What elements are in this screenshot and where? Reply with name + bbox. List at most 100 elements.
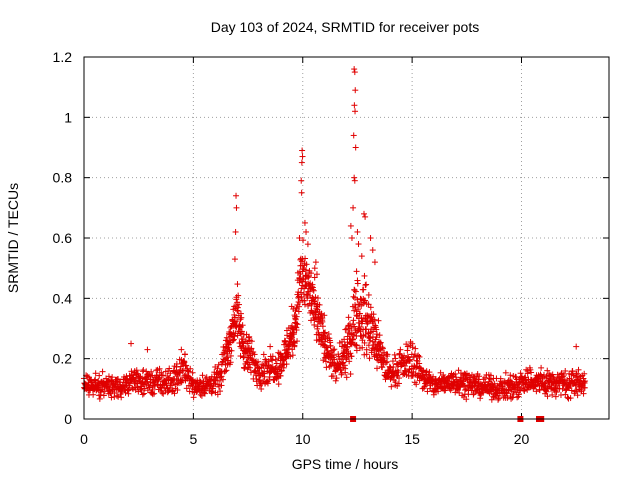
data-point: [311, 274, 318, 281]
data-point: [460, 382, 467, 389]
data-point: [273, 360, 280, 367]
data-point: [117, 379, 124, 386]
data-point: [183, 362, 190, 369]
data-point: [314, 295, 321, 302]
data-point: [379, 344, 386, 351]
data-point: [269, 357, 276, 364]
data-point: [581, 370, 588, 377]
data-point: [410, 353, 417, 360]
data-point: [495, 395, 502, 402]
data-point: [352, 301, 359, 308]
data-point: [387, 364, 394, 371]
data-point: [256, 376, 263, 383]
data-point: [475, 379, 482, 386]
data-point: [247, 369, 254, 376]
data-point: [369, 247, 376, 254]
data-point: [233, 204, 240, 211]
data-point: [223, 334, 230, 341]
data-point: [341, 336, 348, 343]
data-point: [264, 380, 271, 387]
data-point: [108, 394, 115, 401]
data-point: [171, 390, 178, 397]
data-point: [235, 308, 242, 315]
y-tick-label: 0.6: [53, 230, 73, 246]
data-point: [301, 219, 308, 226]
data-point: [298, 177, 305, 184]
data-point: [575, 366, 582, 373]
data-point: [343, 354, 350, 361]
data-point: [296, 235, 303, 241]
data-point: [522, 374, 529, 381]
data-point: [354, 228, 361, 235]
data-point: [323, 344, 330, 351]
data-point: [251, 368, 258, 375]
data-point: [382, 359, 389, 366]
data-point: [96, 395, 103, 402]
data-point: [322, 358, 329, 365]
data-point: [300, 237, 307, 244]
data-point: [187, 365, 194, 372]
data-point: [384, 351, 391, 358]
data-point: [269, 353, 276, 360]
data-point: [346, 358, 353, 365]
data-point: [582, 378, 589, 385]
data-point: [544, 383, 551, 390]
data-point: [462, 387, 469, 394]
data-point: [533, 388, 540, 395]
data-point: [409, 340, 416, 347]
data-point: [416, 360, 423, 367]
data-point: [231, 256, 238, 263]
data-point: [311, 265, 318, 272]
data-point: [327, 342, 334, 349]
data-point: [214, 391, 221, 398]
data-point: [344, 344, 351, 351]
data-point: [296, 303, 303, 310]
data-point: [189, 369, 196, 376]
y-tick-label: 0: [64, 411, 72, 427]
data-point: [514, 384, 521, 391]
data-point: [580, 378, 587, 385]
data-point: [515, 383, 522, 390]
data-point: [293, 327, 300, 334]
data-point: [149, 391, 156, 398]
data-point: [379, 345, 386, 352]
data-point: [352, 288, 359, 295]
data-point: [178, 346, 185, 353]
data-point: [549, 391, 556, 398]
data-point: [215, 361, 222, 368]
data-point: [100, 392, 107, 399]
data-point: [234, 307, 241, 314]
data-point: [330, 347, 337, 354]
data-point: [90, 391, 97, 398]
data-point: [236, 323, 243, 330]
data-point: [376, 332, 383, 339]
data-point: [135, 370, 142, 377]
data-point: [463, 396, 470, 403]
data-point: [230, 306, 237, 313]
data-point: [325, 331, 332, 338]
data-point: [358, 302, 365, 309]
data-point: [303, 228, 310, 235]
data-point: [115, 376, 122, 383]
data-point: [214, 365, 221, 372]
data-point: [361, 272, 368, 279]
y-tick-label: 0.8: [53, 170, 73, 186]
data-point: [249, 356, 256, 363]
data-point: [528, 369, 535, 376]
y-tick-label: 1.2: [53, 49, 73, 65]
data-point: [569, 368, 576, 375]
data-point: [266, 373, 273, 380]
data-point: [235, 292, 242, 299]
data-point: [379, 364, 386, 371]
data-point: [552, 393, 559, 400]
data-point: [373, 326, 380, 333]
data-point: [258, 385, 265, 392]
data-point: [360, 286, 367, 293]
data-point: [220, 343, 227, 350]
data-point: [237, 353, 244, 360]
data-point: [544, 393, 551, 400]
data-point: [148, 368, 155, 375]
data-point: [333, 375, 340, 382]
data-point: [402, 368, 409, 375]
data-point: [480, 376, 487, 383]
